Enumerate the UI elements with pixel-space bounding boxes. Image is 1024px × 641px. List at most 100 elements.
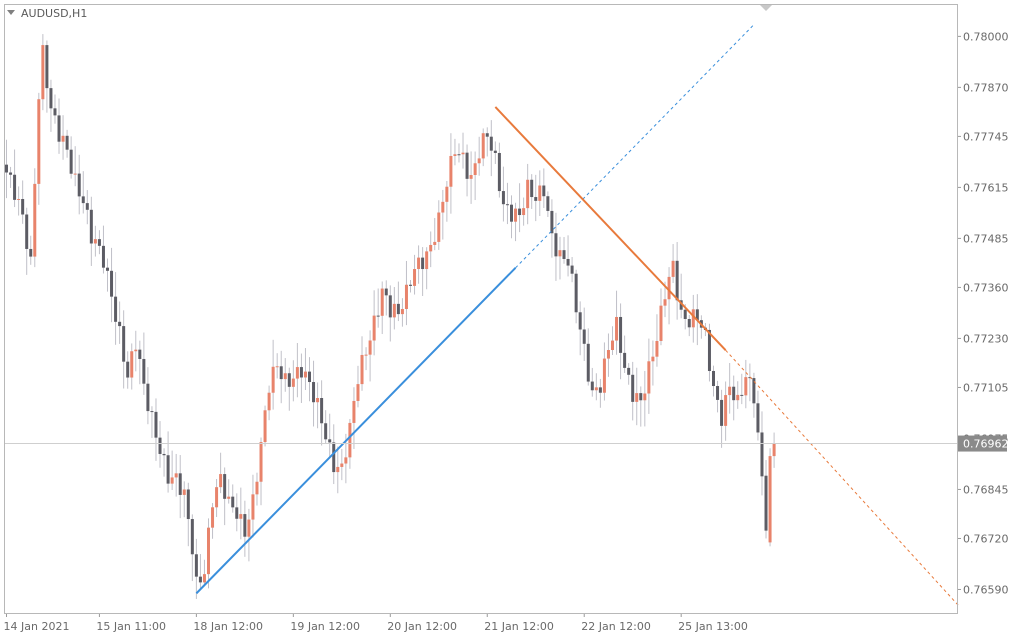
candle-body xyxy=(243,514,247,537)
candle-body xyxy=(744,377,748,396)
candle-body xyxy=(17,199,21,201)
candle-body xyxy=(13,174,17,200)
candle-body xyxy=(85,203,89,210)
candle-body xyxy=(41,45,45,100)
candle-body xyxy=(219,474,223,488)
candle-body xyxy=(615,316,619,341)
candle-body xyxy=(623,352,627,368)
candle-body xyxy=(324,423,328,440)
candle-body xyxy=(134,349,138,352)
candle-body xyxy=(207,527,210,575)
candle-body xyxy=(312,382,316,403)
current-price-box xyxy=(957,435,1007,452)
candle-body xyxy=(602,358,606,393)
x-tick-label: 14 Jan 2021 xyxy=(4,620,70,633)
candle-body xyxy=(5,164,8,173)
y-tick-label: 0.77360 xyxy=(963,281,1009,294)
candle-body xyxy=(530,179,534,198)
candle-body xyxy=(469,175,473,179)
x-tick-label: 15 Jan 11:00 xyxy=(96,620,166,633)
candle-body xyxy=(198,576,202,583)
symbol-dropdown-icon[interactable] xyxy=(7,10,15,15)
resistance-trendline-extension xyxy=(725,349,961,608)
candle-body xyxy=(518,208,522,216)
candle-body xyxy=(73,173,77,175)
candle-body xyxy=(639,393,643,401)
candle-body xyxy=(655,340,659,357)
candle-body xyxy=(417,257,421,270)
candle-body xyxy=(554,233,558,257)
candle-body xyxy=(77,173,81,197)
candle-body xyxy=(150,411,154,413)
candle-body xyxy=(671,260,675,277)
candle-body xyxy=(344,457,348,464)
candle-body xyxy=(336,466,340,473)
candle-body xyxy=(303,371,307,378)
candle-body xyxy=(691,309,695,328)
candle-body xyxy=(493,150,497,153)
candle-body xyxy=(728,386,732,396)
candle-body xyxy=(510,204,513,222)
candle-body xyxy=(481,133,485,159)
candle-body xyxy=(170,477,174,484)
y-tick-label: 0.77870 xyxy=(963,81,1009,94)
candle-body xyxy=(740,394,744,396)
candle-body xyxy=(437,212,441,242)
candle-body xyxy=(211,507,215,528)
candle-body xyxy=(712,370,715,387)
candle-body xyxy=(772,443,776,457)
candle-body xyxy=(154,411,158,438)
candle-body xyxy=(49,88,53,109)
candle-body xyxy=(202,574,206,583)
y-tick-label: 0.76845 xyxy=(963,483,1009,496)
candle-body xyxy=(146,383,150,412)
candle-body xyxy=(550,210,554,234)
candle-body xyxy=(396,303,400,315)
candle-body xyxy=(182,489,186,495)
candle-body xyxy=(348,422,352,458)
scroll-shift-icon[interactable] xyxy=(760,5,772,11)
candle-body xyxy=(574,273,578,313)
candle-body xyxy=(477,158,481,164)
candle-body xyxy=(97,239,101,246)
x-tick-label: 19 Jan 12:00 xyxy=(290,620,360,633)
candle-body xyxy=(409,284,412,286)
candle-body xyxy=(142,358,146,384)
candlestick-series xyxy=(5,34,776,599)
candle-body xyxy=(720,399,724,426)
candle-body xyxy=(570,265,574,274)
candle-body xyxy=(158,437,162,454)
y-tick-label: 0.76720 xyxy=(963,532,1009,545)
candle-body xyxy=(25,214,29,249)
candle-body xyxy=(114,296,118,322)
candle-body xyxy=(651,356,655,362)
candle-body xyxy=(190,519,194,555)
candle-body xyxy=(320,398,324,424)
candle-body xyxy=(627,367,631,375)
y-tick-label: 0.77615 xyxy=(963,181,1009,194)
candle-body xyxy=(590,381,594,391)
candle-body xyxy=(388,295,392,318)
y-tick-label: 0.76590 xyxy=(963,583,1009,596)
candle-body xyxy=(732,386,736,401)
candle-body xyxy=(392,303,396,318)
x-tick-label: 18 Jan 12:00 xyxy=(193,620,263,633)
candle-body xyxy=(429,244,433,252)
candle-body xyxy=(101,245,105,268)
candle-body xyxy=(586,343,590,382)
candle-body xyxy=(764,475,768,531)
candle-body xyxy=(57,115,61,142)
candle-body xyxy=(413,269,417,286)
candle-body xyxy=(227,496,231,499)
symbol-label: AUDUSD,H1 xyxy=(21,7,87,20)
candle-body xyxy=(126,361,130,378)
candle-body xyxy=(566,258,570,266)
candle-body xyxy=(110,270,114,297)
candle-body xyxy=(578,312,582,330)
candle-body xyxy=(308,371,311,383)
candle-body xyxy=(473,163,477,176)
candle-body xyxy=(449,155,453,187)
candle-body xyxy=(756,403,760,433)
candle-body xyxy=(21,199,25,215)
